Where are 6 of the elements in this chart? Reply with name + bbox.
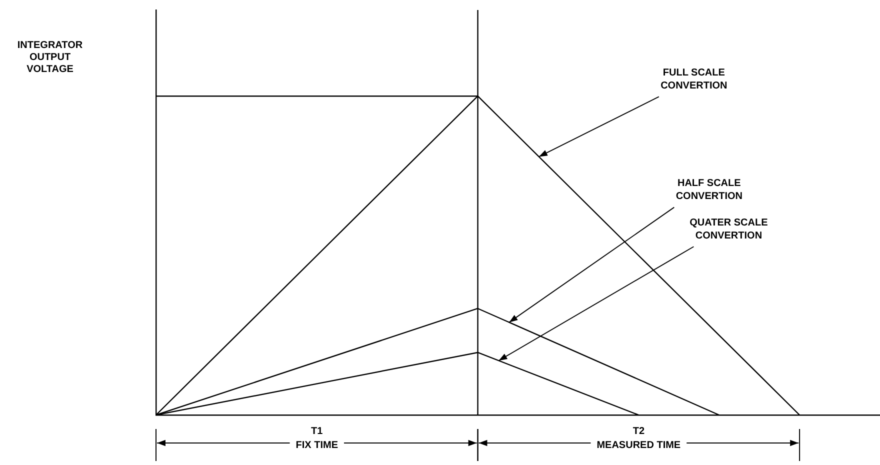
- text: FULL SCALE CONVERTION: [660, 67, 728, 92]
- text: T2 MEASURED TIME: [596, 426, 681, 451]
- text: T1 FIX TIME: [296, 426, 338, 451]
- annotation: HALF SCALE CONVERTION: [676, 178, 742, 202]
- text: INTEGRATOR OUTPUT VOLTAGE: [17, 40, 84, 75]
- annotation: QUATER SCALE CONVERTION: [690, 217, 768, 242]
